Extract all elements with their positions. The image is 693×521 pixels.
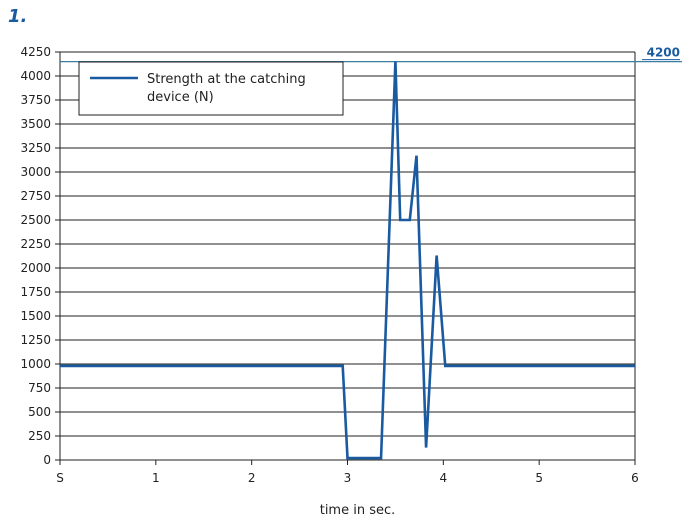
- y-tick-label: 3250: [20, 141, 51, 155]
- y-tick-label: 1250: [20, 333, 51, 347]
- y-tick-label: 750: [28, 381, 51, 395]
- y-tick-label: 4000: [20, 69, 51, 83]
- y-tick-label: 1000: [20, 357, 51, 371]
- y-tick-label: 2750: [20, 189, 51, 203]
- y-tick-label: 2500: [20, 213, 51, 227]
- x-tick-label: 3: [344, 471, 352, 485]
- y-tick-label: 1500: [20, 309, 51, 323]
- y-tick-label: 1750: [20, 285, 51, 299]
- y-tick-label: 0: [43, 453, 51, 467]
- series-line-strength: [60, 61, 635, 460]
- reference-line-label: 4200: [647, 46, 680, 60]
- x-tick-label: 5: [535, 471, 543, 485]
- x-tick-label: 6: [631, 471, 639, 485]
- y-tick-label: 2000: [20, 261, 51, 275]
- x-tick-label: 2: [248, 471, 256, 485]
- legend-label-line2: device (N): [147, 90, 214, 105]
- y-tick-label: 4250: [20, 45, 51, 59]
- x-tick-label: 4: [440, 471, 448, 485]
- legend-label-line1: Strength at the catching: [147, 72, 306, 87]
- y-tick-label: 3750: [20, 93, 51, 107]
- y-tick-label: 3500: [20, 117, 51, 131]
- x-tick-label: 1: [152, 471, 160, 485]
- legend-box: [78, 61, 344, 116]
- figure-label: 1.: [8, 6, 28, 27]
- y-tick-label: 3000: [20, 165, 51, 179]
- x-tick-label: S: [56, 471, 64, 485]
- y-tick-label: 2250: [20, 237, 51, 251]
- y-tick-label: 250: [28, 429, 51, 443]
- y-tick-label: 500: [28, 405, 51, 419]
- x-axis-title: time in sec.: [320, 503, 396, 518]
